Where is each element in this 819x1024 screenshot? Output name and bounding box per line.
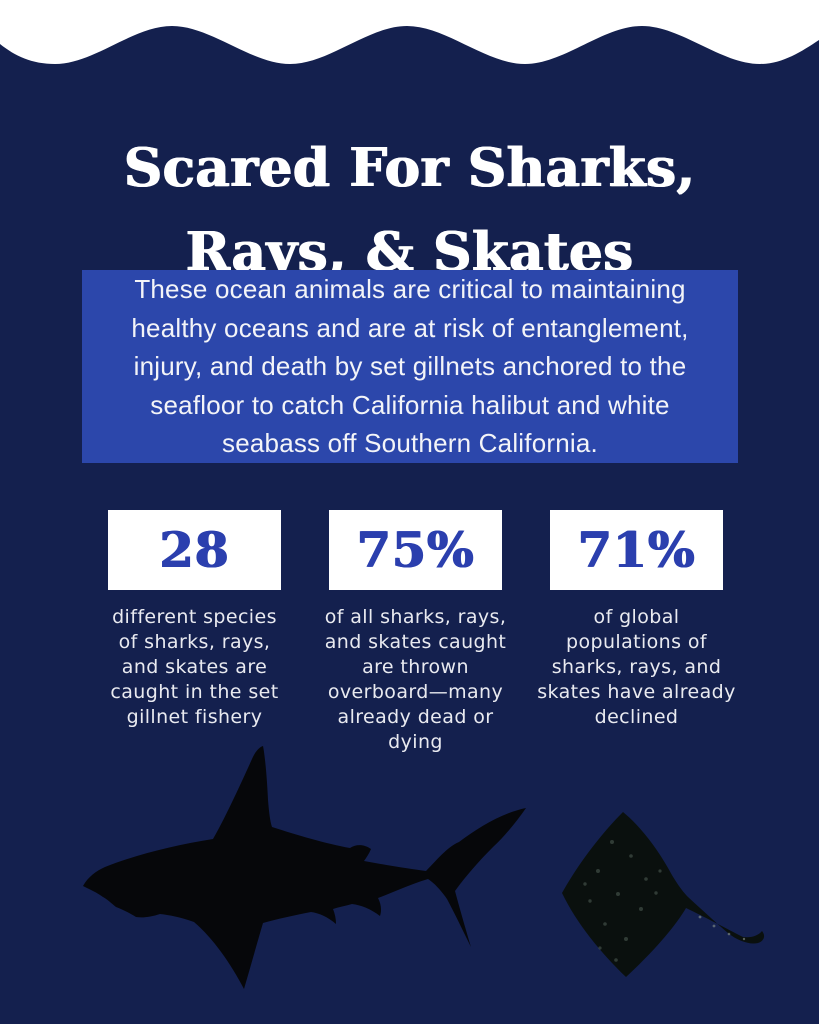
ray-icon [562, 812, 765, 977]
stats-row: 28 different species of sharks, rays, an… [94, 510, 737, 755]
stat-value-box: 75% [329, 510, 502, 590]
shark-icon [83, 746, 526, 989]
page-title: Scared For Sharks, Rays, & Skates [123, 136, 696, 283]
intro-panel: These ocean animals are critical to main… [82, 270, 738, 463]
stat-description: of global populations of sharks, rays, a… [537, 606, 736, 728]
stat-description: different species of sharks, rays, and s… [110, 606, 279, 728]
stat-number: 28 [159, 521, 230, 579]
stat-card-species: 28 different species of sharks, rays, an… [94, 510, 295, 755]
stat-number: 71% [577, 521, 696, 579]
stat-card-declined: 71% of global populations of sharks, ray… [536, 510, 737, 755]
wave-top-border [0, 0, 819, 64]
stat-number: 75% [356, 521, 475, 579]
stat-description: of all sharks, rays, and skates caught a… [324, 606, 507, 753]
stat-card-discarded: 75% of all sharks, rays, and skates caug… [315, 510, 516, 755]
stat-value-box: 71% [550, 510, 723, 590]
stat-value-box: 28 [108, 510, 281, 590]
intro-text: These ocean animals are critical to main… [131, 274, 689, 459]
